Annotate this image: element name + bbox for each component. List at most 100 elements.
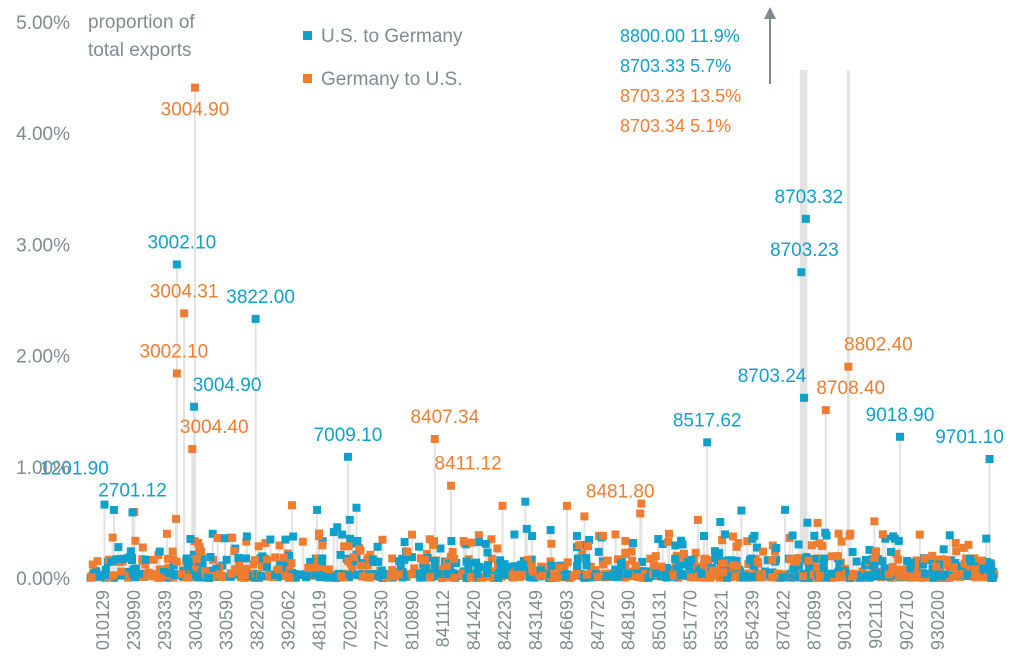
point-germany-to-us bbox=[364, 554, 373, 563]
point-germany-to-us bbox=[142, 571, 151, 580]
labeled-point-us-to-germany[interactable] bbox=[895, 432, 904, 441]
offscale-note-line: 8800.00 11.9% bbox=[620, 26, 740, 46]
point-germany-to-us bbox=[555, 563, 564, 572]
point-label: 3822.00 bbox=[226, 287, 295, 308]
labeled-point-germany-to-us[interactable] bbox=[188, 445, 197, 454]
point-us-to-germany bbox=[374, 557, 383, 566]
point-germany-to-us bbox=[719, 568, 728, 577]
point-germany-to-us bbox=[691, 548, 700, 557]
point-us-to-germany bbox=[573, 531, 582, 540]
labeled-point-us-to-germany[interactable] bbox=[343, 452, 352, 461]
point-germany-to-us bbox=[768, 573, 777, 582]
point-germany-to-us bbox=[586, 562, 595, 571]
point-germany-to-us bbox=[920, 554, 929, 563]
point-us-to-germany bbox=[484, 561, 493, 570]
point-us-to-germany bbox=[529, 573, 538, 582]
point-germany-to-us bbox=[468, 569, 477, 578]
point-us-to-germany bbox=[778, 573, 787, 582]
point-germany-to-us bbox=[285, 573, 294, 582]
point-germany-to-us bbox=[529, 567, 538, 576]
point-us-to-germany bbox=[289, 532, 298, 541]
point-germany-to-us bbox=[718, 559, 727, 568]
point-germany-to-us bbox=[773, 569, 782, 578]
labeled-point-germany-to-us[interactable] bbox=[844, 362, 853, 371]
legend-item-germany-to-us[interactable]: Germany to U.S. bbox=[303, 69, 463, 90]
x-tick-label: 010129 bbox=[93, 590, 113, 650]
point-germany-to-us bbox=[527, 561, 536, 570]
labeled-point-germany-to-us[interactable] bbox=[821, 406, 830, 415]
point-germany-to-us bbox=[288, 501, 297, 510]
point-us-to-germany bbox=[313, 505, 322, 514]
point-germany-to-us bbox=[348, 565, 357, 574]
x-tick-label: 843149 bbox=[526, 590, 546, 650]
labeled-point-us-to-germany[interactable] bbox=[251, 314, 260, 323]
point-germany-to-us bbox=[664, 537, 673, 546]
point-germany-to-us bbox=[812, 563, 821, 572]
point-us-to-germany bbox=[746, 572, 755, 581]
point-germany-to-us bbox=[945, 573, 954, 582]
point-us-to-germany bbox=[753, 543, 762, 552]
legend-item-us-to-germany[interactable]: U.S. to Germany bbox=[303, 26, 463, 47]
point-germany-to-us bbox=[378, 535, 387, 544]
point-germany-to-us bbox=[637, 499, 646, 508]
point-us-to-germany bbox=[697, 569, 706, 578]
point-germany-to-us bbox=[437, 573, 446, 582]
point-germany-to-us bbox=[943, 556, 952, 565]
point-germany-to-us bbox=[593, 572, 602, 581]
offscale-note-line: 8703.23 13.5% bbox=[620, 86, 741, 106]
point-germany-to-us bbox=[254, 542, 263, 551]
point-us-to-germany bbox=[483, 548, 492, 557]
point-germany-to-us bbox=[162, 529, 171, 538]
labeled-point-germany-to-us[interactable] bbox=[447, 481, 456, 490]
labeled-point-germany-to-us[interactable] bbox=[172, 369, 181, 378]
labeled-point-us-to-germany[interactable] bbox=[801, 214, 810, 223]
labeled-point-us-to-germany[interactable] bbox=[703, 438, 712, 447]
labeled-point-us-to-germany[interactable] bbox=[190, 402, 199, 411]
point-label: 8481.80 bbox=[586, 482, 655, 503]
point-us-to-germany bbox=[772, 544, 781, 553]
point-us-to-germany bbox=[101, 565, 110, 574]
labeled-point-us-to-germany[interactable] bbox=[800, 393, 809, 402]
point-germany-to-us bbox=[718, 536, 727, 545]
point-germany-to-us bbox=[584, 542, 593, 551]
point-us-to-germany bbox=[257, 572, 266, 581]
point-us-to-germany bbox=[573, 561, 582, 570]
point-us-to-germany bbox=[396, 563, 405, 572]
point-germany-to-us bbox=[729, 561, 738, 570]
point-germany-to-us bbox=[356, 546, 365, 555]
point-germany-to-us bbox=[621, 536, 630, 545]
point-germany-to-us bbox=[701, 554, 710, 563]
labeled-point-germany-to-us[interactable] bbox=[430, 435, 439, 443]
labeled-point-germany-to-us[interactable] bbox=[180, 309, 189, 318]
point-germany-to-us bbox=[459, 536, 468, 545]
point-germany-to-us bbox=[154, 573, 163, 582]
point-us-to-germany bbox=[794, 540, 803, 549]
labeled-point-us-to-germany[interactable] bbox=[985, 455, 994, 464]
x-tick-label: 870422 bbox=[773, 590, 793, 650]
point-us-to-germany bbox=[856, 573, 865, 582]
point-us-to-germany bbox=[699, 531, 708, 540]
point-us-to-germany bbox=[333, 523, 342, 532]
point-us-to-germany bbox=[212, 564, 221, 573]
point-us-to-germany bbox=[880, 564, 889, 573]
point-germany-to-us bbox=[169, 555, 178, 564]
legend-label-germany-to-us: Germany to U.S. bbox=[321, 69, 463, 90]
point-us-to-germany bbox=[242, 554, 251, 563]
labeled-point-us-to-germany[interactable] bbox=[128, 508, 137, 517]
point-us-to-germany bbox=[737, 506, 746, 515]
point-label: 8411.12 bbox=[434, 454, 501, 475]
point-germany-to-us bbox=[756, 573, 765, 582]
labeled-point-us-to-germany[interactable] bbox=[172, 260, 181, 269]
point-germany-to-us bbox=[813, 518, 822, 527]
point-germany-to-us bbox=[93, 557, 102, 566]
point-us-to-germany bbox=[155, 547, 164, 556]
point-germany-to-us bbox=[955, 569, 964, 578]
point-germany-to-us bbox=[287, 559, 296, 568]
legend-label-us-to-germany: U.S. to Germany bbox=[321, 26, 463, 47]
labeled-point-germany-to-us[interactable] bbox=[190, 83, 199, 92]
labeled-point-germany-to-us[interactable] bbox=[636, 509, 645, 518]
labeled-point-us-to-germany[interactable] bbox=[797, 268, 806, 277]
point-germany-to-us bbox=[913, 570, 922, 579]
labeled-point-us-to-germany[interactable] bbox=[100, 500, 109, 509]
point-germany-to-us bbox=[547, 539, 556, 548]
